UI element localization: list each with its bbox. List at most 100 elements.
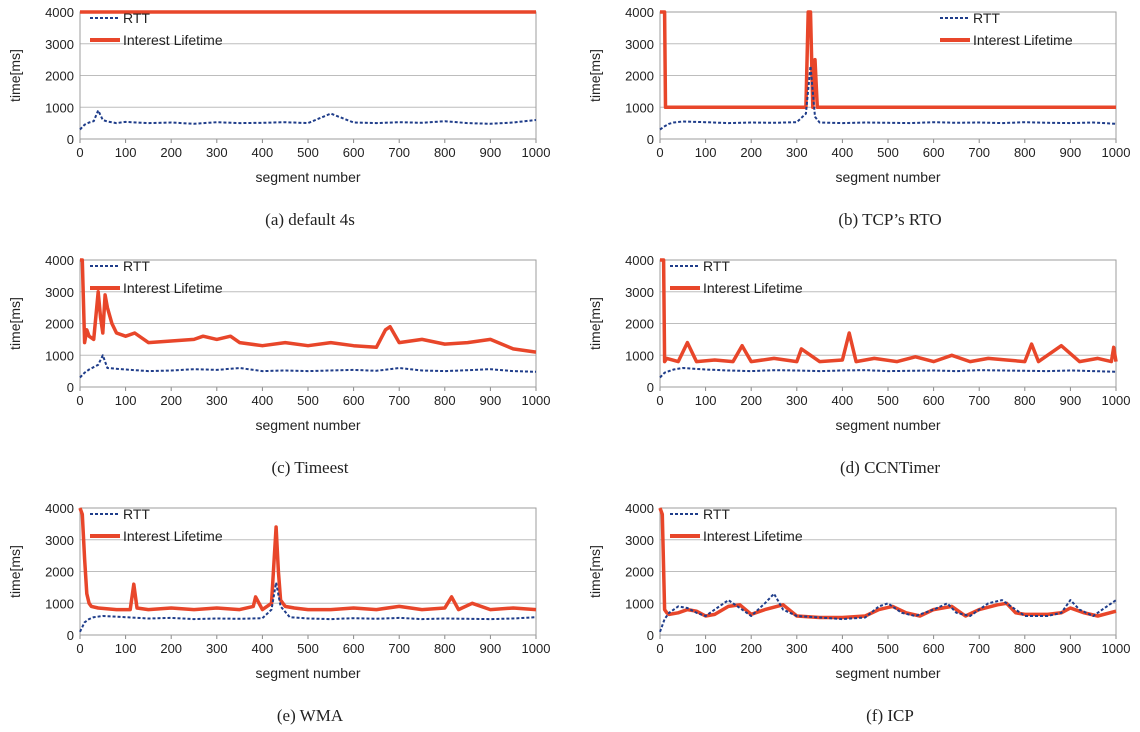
y-tick-label: 0 bbox=[67, 132, 74, 147]
panel-caption: (d) CCNTimer bbox=[840, 458, 940, 477]
x-tick-label: 0 bbox=[656, 641, 663, 656]
y-tick-label: 3000 bbox=[625, 533, 654, 548]
x-tick-label: 0 bbox=[656, 145, 663, 160]
x-tick-label: 800 bbox=[434, 641, 456, 656]
x-tick-label: 500 bbox=[877, 393, 899, 408]
legend-label: Interest Lifetime bbox=[703, 280, 803, 296]
x-tick-label: 800 bbox=[434, 145, 456, 160]
plot-frame bbox=[79, 259, 537, 388]
plot-frame bbox=[79, 507, 537, 636]
chart-panel: 0 1000 2000 3000 4000 0 100 200 300 400 500 600 700 8… bbox=[580, 248, 1140, 484]
x-axis-label: segment number bbox=[255, 417, 360, 433]
y-axis-label: time[ms] bbox=[587, 545, 603, 598]
y-tick-label: 2000 bbox=[625, 69, 654, 84]
y-tick-label: 3000 bbox=[625, 37, 654, 52]
chart-svg: 0 1000 2000 3000 4000 0 100 200 300 400 500 600 700 8… bbox=[7, 501, 551, 681]
legend-label: RTT bbox=[703, 258, 730, 274]
y-tick-label: 3000 bbox=[45, 533, 74, 548]
x-axis-label: segment number bbox=[835, 665, 940, 681]
x-tick-label: 600 bbox=[343, 641, 365, 656]
chart-panel: 0 1000 2000 3000 4000 0 100 200 300 400 500 600 700 8… bbox=[0, 496, 560, 732]
chart-panel: 0 1000 2000 3000 4000 0 100 200 300 400 500 600 700 8… bbox=[580, 496, 1140, 732]
x-tick-label: 300 bbox=[206, 393, 228, 408]
legend-label: RTT bbox=[703, 506, 730, 522]
x-tick-label: 800 bbox=[434, 393, 456, 408]
y-axis-label: time[ms] bbox=[7, 545, 23, 598]
x-tick-label: 200 bbox=[740, 641, 762, 656]
legend-label: Interest Lifetime bbox=[973, 32, 1073, 48]
x-tick-label: 500 bbox=[297, 145, 319, 160]
x-axis-label: segment number bbox=[835, 417, 940, 433]
y-tick-label: 0 bbox=[67, 380, 74, 395]
x-tick-label: 700 bbox=[388, 393, 410, 408]
x-tick-label: 900 bbox=[1060, 393, 1082, 408]
x-tick-label: 400 bbox=[832, 145, 854, 160]
panel-caption: (f) ICP bbox=[866, 706, 914, 725]
x-tick-label: 400 bbox=[252, 641, 274, 656]
interest-lifetime-series-line bbox=[660, 258, 1118, 364]
y-tick-label: 3000 bbox=[45, 37, 74, 52]
x-tick-label: 0 bbox=[656, 393, 663, 408]
y-axis-label: time[ms] bbox=[7, 49, 23, 102]
x-tick-label: 300 bbox=[206, 641, 228, 656]
legend-label: RTT bbox=[123, 506, 150, 522]
interest-lifetime-series-line bbox=[80, 258, 537, 354]
x-tick-label: 600 bbox=[923, 145, 945, 160]
legend-label: RTT bbox=[123, 10, 150, 26]
interest-lifetime-series-line bbox=[660, 10, 1116, 110]
y-axis-label: time[ms] bbox=[587, 297, 603, 350]
x-tick-label: 500 bbox=[297, 641, 319, 656]
chart-panel: 0 1000 2000 3000 4000 0 100 200 300 400 500 600 700 8… bbox=[0, 0, 560, 236]
x-tick-label: 300 bbox=[786, 145, 808, 160]
y-tick-label: 2000 bbox=[625, 565, 654, 580]
legend-label: Interest Lifetime bbox=[123, 280, 223, 296]
plot-frame bbox=[659, 507, 1117, 636]
x-axis-label: segment number bbox=[255, 169, 360, 185]
y-tick-label: 1000 bbox=[45, 100, 74, 115]
y-tick-label: 4000 bbox=[45, 5, 74, 20]
x-tick-label: 600 bbox=[343, 145, 365, 160]
legend-label: RTT bbox=[973, 10, 1000, 26]
x-tick-label: 100 bbox=[115, 393, 137, 408]
y-tick-label: 0 bbox=[647, 628, 654, 643]
chart-svg: 0 1000 2000 3000 4000 0 100 200 300 400 500 600 700 8… bbox=[587, 253, 1131, 433]
y-tick-label: 1000 bbox=[625, 348, 654, 363]
y-tick-label: 3000 bbox=[45, 285, 74, 300]
y-tick-label: 4000 bbox=[625, 5, 654, 20]
y-tick-label: 2000 bbox=[45, 69, 74, 84]
interest-lifetime-series-line bbox=[658, 507, 1117, 620]
panel-caption: (a) default 4s bbox=[265, 210, 355, 229]
rtt-series-line bbox=[79, 354, 537, 379]
x-tick-label: 500 bbox=[297, 393, 319, 408]
x-tick-label: 700 bbox=[968, 393, 990, 408]
x-tick-label: 700 bbox=[388, 641, 410, 656]
y-tick-label: 1000 bbox=[625, 596, 654, 611]
x-tick-label: 800 bbox=[1014, 641, 1036, 656]
rtt-series-line bbox=[659, 367, 1117, 379]
x-tick-label: 1000 bbox=[1102, 393, 1131, 408]
x-tick-label: 700 bbox=[968, 145, 990, 160]
y-tick-label: 1000 bbox=[45, 348, 74, 363]
x-tick-label: 900 bbox=[480, 641, 502, 656]
panel-caption: (e) WMA bbox=[276, 706, 344, 725]
x-tick-label: 800 bbox=[1014, 393, 1036, 408]
x-tick-label: 1000 bbox=[522, 641, 551, 656]
x-tick-label: 1000 bbox=[522, 393, 551, 408]
y-tick-label: 4000 bbox=[625, 253, 654, 268]
x-tick-label: 900 bbox=[1060, 145, 1082, 160]
y-axis-label: time[ms] bbox=[587, 49, 603, 102]
x-tick-label: 500 bbox=[877, 641, 899, 656]
y-axis-label: time[ms] bbox=[7, 297, 23, 350]
x-tick-label: 200 bbox=[740, 393, 762, 408]
chart-svg: 0 1000 2000 3000 4000 0 100 200 300 400 500 600 700 8… bbox=[7, 253, 551, 433]
x-tick-label: 900 bbox=[480, 145, 502, 160]
x-tick-label: 200 bbox=[160, 641, 182, 656]
rtt-series-line bbox=[659, 65, 1117, 131]
x-tick-label: 1000 bbox=[1102, 641, 1131, 656]
legend-label: Interest Lifetime bbox=[703, 528, 803, 544]
x-axis-label: segment number bbox=[255, 665, 360, 681]
x-tick-label: 800 bbox=[1014, 145, 1036, 160]
x-tick-label: 100 bbox=[695, 393, 717, 408]
y-tick-label: 0 bbox=[67, 628, 74, 643]
